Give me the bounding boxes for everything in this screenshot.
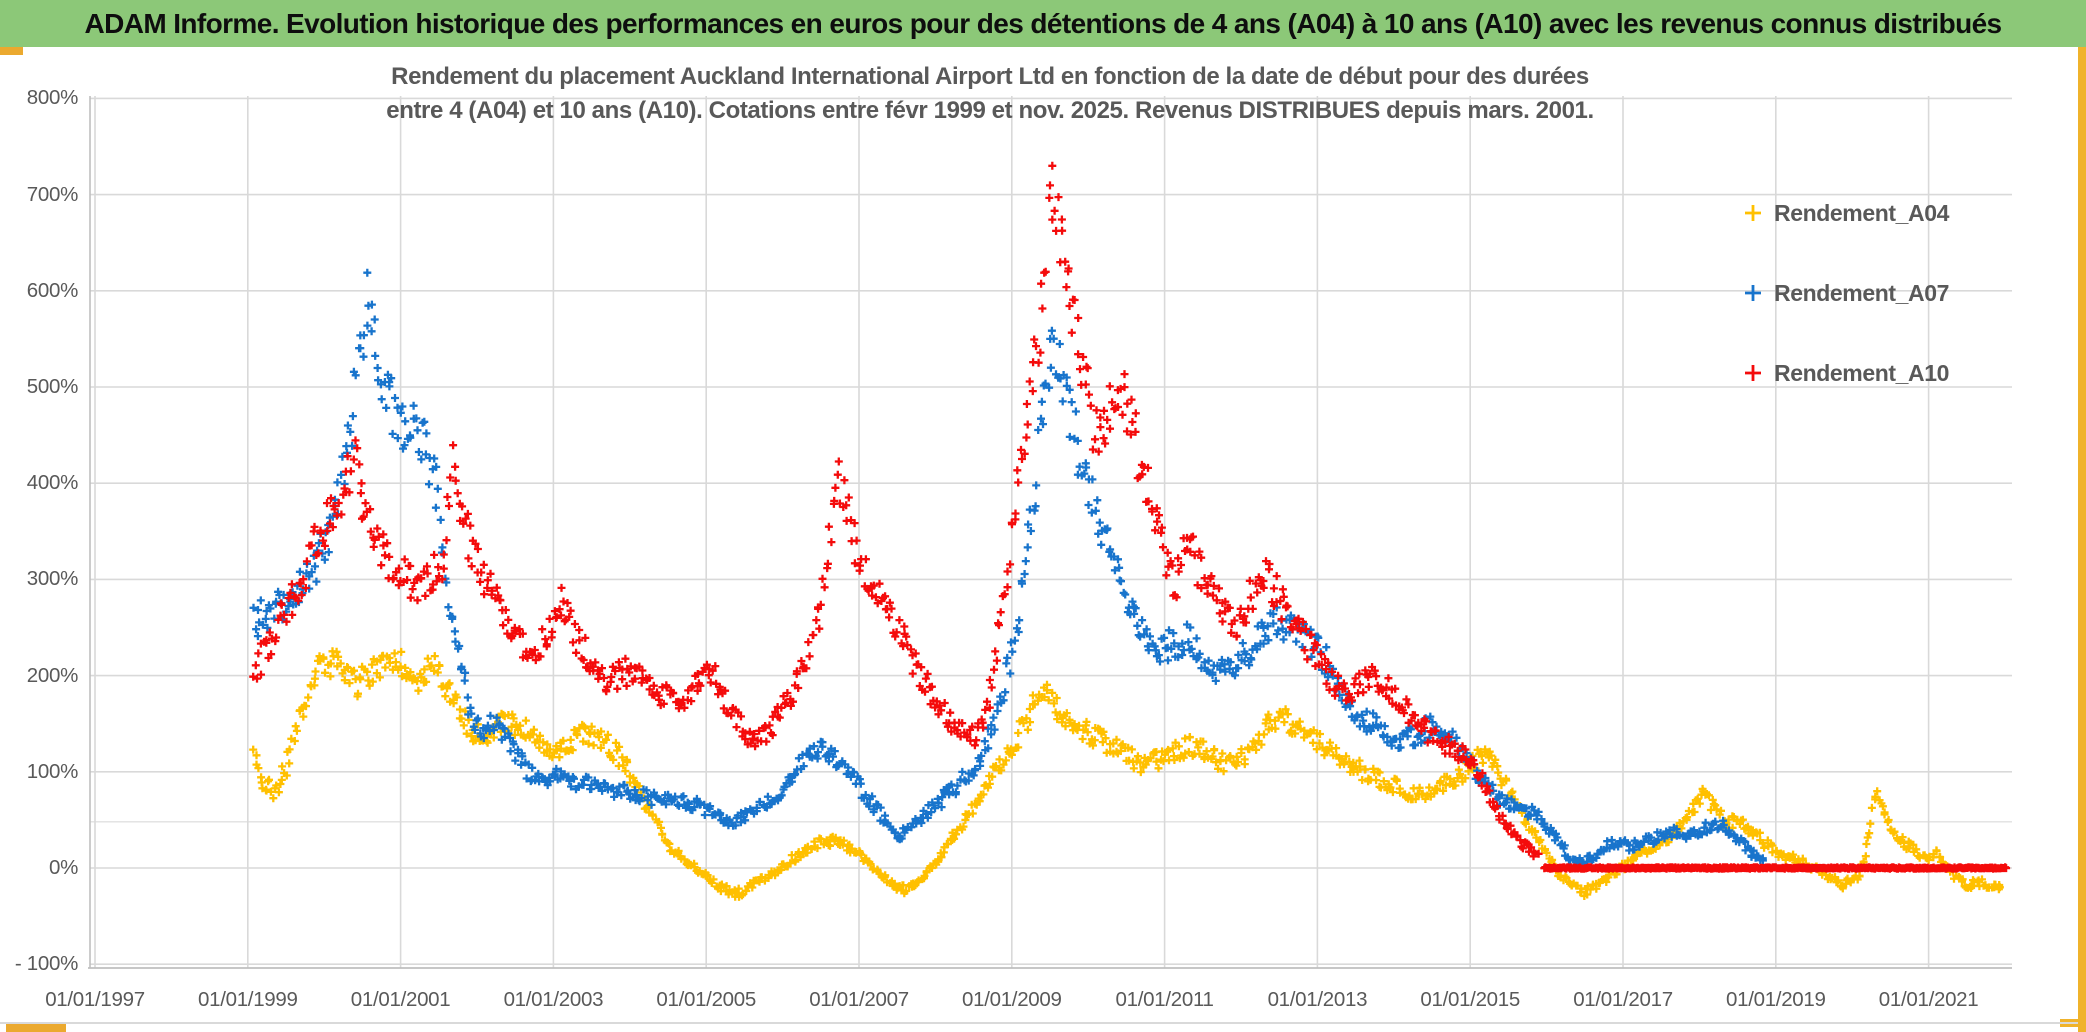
x-tick-label: 01/01/2017 [1573,988,1673,1011]
x-tick-label: 01/01/1997 [45,988,145,1011]
x-tick-label: 01/01/2001 [350,988,451,1011]
y-tick-label: 700% [26,182,79,206]
x-tick-label: 01/01/1999 [197,988,298,1011]
legend-item-rendement-a10[interactable]: Rendement_A10 [1742,356,1992,390]
x-tick-label: 01/01/2007 [809,988,909,1011]
y-tick-label: 0% [48,856,78,879]
y-tick-label: - 100% [14,952,78,976]
report-header: ADAM Informe. Evolution historique des p… [0,0,2086,47]
gold-border-right [2078,47,2086,1032]
x-tick-label: 01/01/2005 [656,988,756,1011]
chart-title-line1: Rendement du placement Auckland Internat… [391,63,1589,90]
x-tick-label: 01/01/2003 [503,988,604,1011]
y-tick-label: 100% [26,759,79,783]
x-tick-label: 01/01/2019 [1725,988,1826,1011]
legend-label: Rendement_A07 [1774,279,1950,306]
y-tick-label: 300% [26,567,79,591]
legend-item-rendement-a07[interactable]: Rendement_A07 [1742,276,1992,310]
y-tick-label: 500% [26,375,79,398]
gold-accent-top-left [0,47,23,55]
x-tick-label: 01/01/2021 [1878,988,1979,1011]
bottom-divider [0,1022,2078,1024]
report-title: ADAM Informe. Evolution historique des p… [84,8,2002,39]
chart-title-line2: entre 4 (A04) et 10 ans (A10). Cotations… [386,97,1594,124]
gold-accent-bottom-left [6,1024,66,1032]
x-tick-label: 01/01/2009 [961,988,1062,1011]
chart-legend: Rendement_A04 Rendement_A07 Rendement_A1… [1742,196,1992,436]
y-tick-label: 600% [26,278,79,302]
legend-label: Rendement_A10 [1774,359,1950,386]
chart-title: Rendement du placement Auckland Internat… [250,60,1730,128]
plus-marker-icon [1745,285,1761,301]
plus-marker-icon [1745,205,1761,221]
y-tick-label: 400% [26,471,79,495]
legend-item-rendement-a04[interactable]: Rendement_A04 [1742,196,1992,230]
x-tick-label: 01/01/2015 [1420,988,1520,1011]
legend-label: Rendement_A04 [1774,199,1950,226]
y-tick-label: 800% [26,86,79,110]
x-tick-label: 01/01/2011 [1115,988,1214,1011]
y-tick-label: 200% [26,663,79,687]
plus-marker-icon [1745,365,1761,381]
x-tick-label: 01/01/2013 [1267,988,1368,1011]
